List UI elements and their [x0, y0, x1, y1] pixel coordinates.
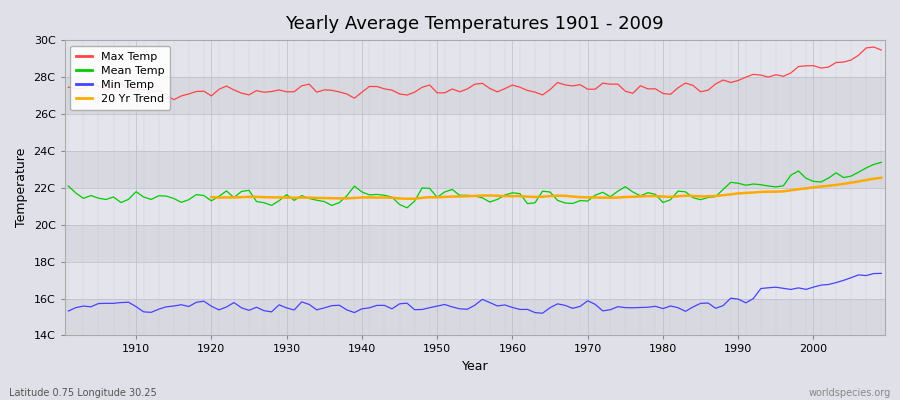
- Bar: [65, 188, 885, 225]
- Text: Latitude 0.75 Longitude 30.25: Latitude 0.75 Longitude 30.25: [9, 388, 157, 398]
- Bar: [65, 114, 885, 151]
- Bar: [65, 262, 885, 298]
- Text: worldspecies.org: worldspecies.org: [809, 388, 891, 398]
- Title: Yearly Average Temperatures 1901 - 2009: Yearly Average Temperatures 1901 - 2009: [285, 15, 664, 33]
- Legend: Max Temp, Mean Temp, Min Temp, 20 Yr Trend: Max Temp, Mean Temp, Min Temp, 20 Yr Tre…: [70, 46, 170, 110]
- Bar: [65, 40, 885, 77]
- Bar: [65, 225, 885, 262]
- X-axis label: Year: Year: [462, 360, 488, 373]
- Bar: [65, 151, 885, 188]
- Bar: [65, 77, 885, 114]
- Y-axis label: Temperature: Temperature: [15, 148, 28, 228]
- Bar: [65, 298, 885, 336]
